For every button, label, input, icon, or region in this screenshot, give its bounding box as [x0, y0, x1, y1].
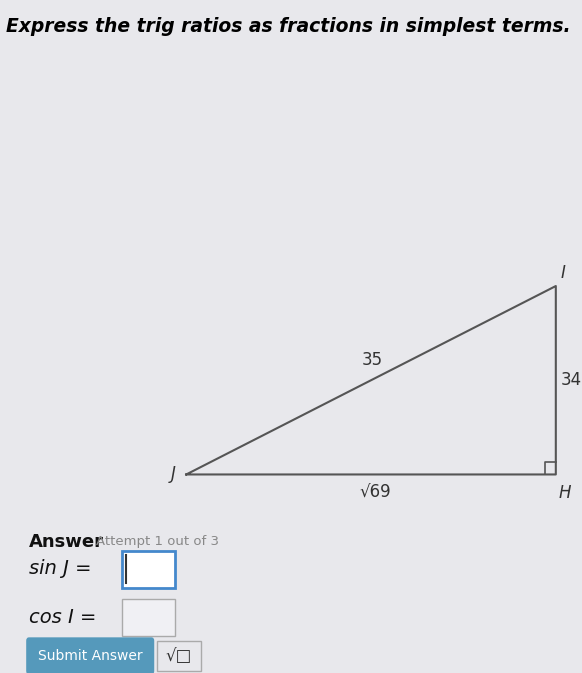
Text: 34: 34 [561, 371, 582, 389]
Text: Submit Answer: Submit Answer [38, 649, 143, 663]
Text: I: I [561, 264, 566, 281]
FancyBboxPatch shape [122, 599, 175, 636]
Text: cos I =: cos I = [29, 608, 97, 627]
FancyBboxPatch shape [26, 637, 154, 673]
Text: √69: √69 [360, 484, 391, 501]
Text: sin J and cos I: sin J and cos I [29, 649, 152, 667]
FancyBboxPatch shape [122, 551, 175, 588]
Text: H: H [558, 484, 571, 501]
Text: 35: 35 [362, 351, 383, 369]
Text: sin J =: sin J = [29, 559, 91, 578]
Text: Attempt 1 out of 3: Attempt 1 out of 3 [96, 535, 219, 548]
Text: Answer: Answer [29, 533, 104, 551]
Text: √□: √□ [166, 647, 192, 665]
FancyBboxPatch shape [157, 641, 201, 671]
Text: J: J [171, 466, 176, 483]
Text: Express the trig ratios as fractions in simplest terms.: Express the trig ratios as fractions in … [6, 17, 570, 36]
